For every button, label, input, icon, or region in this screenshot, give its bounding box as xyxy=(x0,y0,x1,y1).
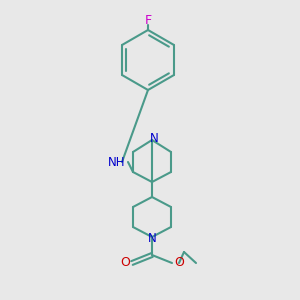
Text: N: N xyxy=(148,232,156,244)
Text: O: O xyxy=(120,256,130,269)
Text: F: F xyxy=(144,14,152,26)
Text: O: O xyxy=(174,256,184,269)
Text: NH: NH xyxy=(108,155,125,169)
Text: N: N xyxy=(150,133,158,146)
